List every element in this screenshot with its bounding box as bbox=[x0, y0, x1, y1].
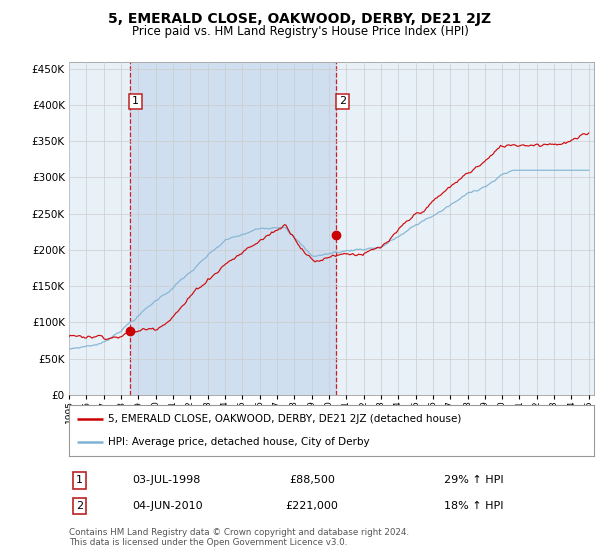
Text: 1: 1 bbox=[132, 96, 139, 106]
Text: 03-JUL-1998: 03-JUL-1998 bbox=[132, 475, 200, 486]
Text: Contains HM Land Registry data © Crown copyright and database right 2024.
This d: Contains HM Land Registry data © Crown c… bbox=[69, 528, 409, 547]
Text: £88,500: £88,500 bbox=[289, 475, 335, 486]
Text: 18% ↑ HPI: 18% ↑ HPI bbox=[444, 501, 503, 511]
Text: 1: 1 bbox=[76, 475, 83, 486]
Text: 5, EMERALD CLOSE, OAKWOOD, DERBY, DE21 2JZ: 5, EMERALD CLOSE, OAKWOOD, DERBY, DE21 2… bbox=[109, 12, 491, 26]
Text: 5, EMERALD CLOSE, OAKWOOD, DERBY, DE21 2JZ (detached house): 5, EMERALD CLOSE, OAKWOOD, DERBY, DE21 2… bbox=[109, 414, 462, 424]
Text: Price paid vs. HM Land Registry's House Price Index (HPI): Price paid vs. HM Land Registry's House … bbox=[131, 25, 469, 38]
Text: 2: 2 bbox=[339, 96, 346, 106]
Text: HPI: Average price, detached house, City of Derby: HPI: Average price, detached house, City… bbox=[109, 437, 370, 447]
Text: 2: 2 bbox=[76, 501, 83, 511]
Text: £221,000: £221,000 bbox=[286, 501, 338, 511]
Bar bbox=[130, 62, 336, 395]
Text: 29% ↑ HPI: 29% ↑ HPI bbox=[444, 475, 503, 486]
Text: 04-JUN-2010: 04-JUN-2010 bbox=[132, 501, 203, 511]
